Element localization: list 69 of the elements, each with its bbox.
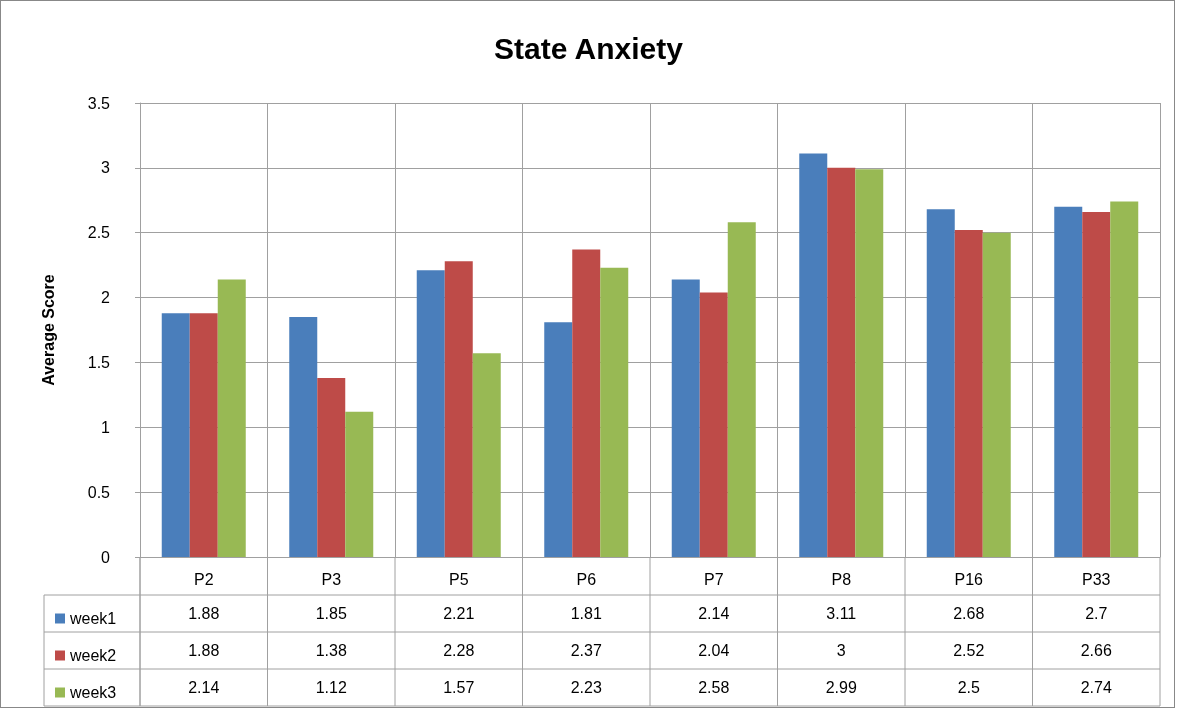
bar [544, 322, 573, 557]
legend-label: week2 [69, 647, 117, 664]
data-label: 1.85 [315, 605, 347, 622]
data-label: 1.88 [188, 642, 220, 659]
data-label: 2.37 [570, 642, 602, 659]
data-label: 2.66 [1080, 642, 1112, 659]
bar [416, 270, 445, 557]
data-label: 1.57 [443, 679, 475, 696]
data-label: 2.68 [953, 605, 985, 622]
bar [572, 249, 601, 557]
x-tick-label: P6 [576, 570, 597, 588]
data-label: 3.11 [826, 605, 857, 622]
data-label: 3 [836, 642, 846, 659]
y-tick-label: 3 [101, 159, 111, 177]
bar [926, 209, 955, 557]
bar [1082, 211, 1111, 557]
x-tick-label: P7 [703, 570, 724, 588]
bar [671, 279, 700, 557]
bar [289, 317, 318, 557]
x-tick-label: P3 [321, 570, 342, 588]
data-label: 2.5 [957, 679, 980, 696]
data-label: 1.81 [570, 605, 602, 622]
x-tick-label: P2 [193, 570, 214, 588]
data-label: 2.14 [188, 679, 220, 696]
data-label: 1.38 [315, 642, 347, 659]
data-label: 2.7 [1085, 605, 1108, 622]
y-tick-label: 2 [101, 289, 111, 307]
legend-label: week3 [69, 684, 117, 701]
chart-title: State Anxiety [494, 31, 684, 65]
y-tick-label: 3.5 [87, 94, 111, 112]
data-label: 2.52 [953, 642, 985, 659]
data-label: 1.88 [188, 605, 220, 622]
bar [855, 169, 884, 557]
bar [827, 167, 856, 557]
bar [345, 411, 374, 557]
bar [982, 232, 1011, 557]
bar [217, 279, 246, 557]
data-label: 1.12 [315, 679, 347, 696]
bar [699, 292, 728, 557]
x-tick-label: P8 [831, 570, 852, 588]
bar [954, 230, 983, 557]
x-tick-label: P16 [954, 570, 984, 588]
data-label: 2.14 [698, 605, 730, 622]
y-axis-title: Average Score [39, 274, 57, 386]
data-label: 2.58 [698, 679, 730, 696]
data-label: 2.99 [825, 679, 857, 696]
bar [600, 267, 629, 557]
bar [444, 261, 473, 557]
bar [1054, 206, 1083, 557]
y-tick-label: 1 [101, 418, 111, 436]
x-tick-label: P33 [1082, 570, 1111, 588]
bar [472, 353, 501, 557]
bar [317, 377, 346, 557]
bar [161, 313, 190, 557]
legend-label: week1 [69, 610, 117, 627]
data-label: 2.21 [443, 605, 475, 622]
y-tick-label: 2.5 [87, 224, 111, 242]
data-label: 2.74 [1080, 679, 1112, 696]
data-label: 2.23 [570, 679, 602, 696]
y-tick-label: 0 [101, 548, 111, 566]
data-label: 2.04 [698, 642, 730, 659]
bar [799, 153, 828, 557]
y-tick-label: 0.5 [87, 483, 111, 501]
bar [189, 313, 218, 557]
bar [727, 222, 756, 557]
x-tick-label: P5 [448, 570, 469, 588]
y-tick-label: 1.5 [87, 353, 111, 371]
data-label: 2.28 [443, 642, 475, 659]
bar [1110, 201, 1139, 557]
